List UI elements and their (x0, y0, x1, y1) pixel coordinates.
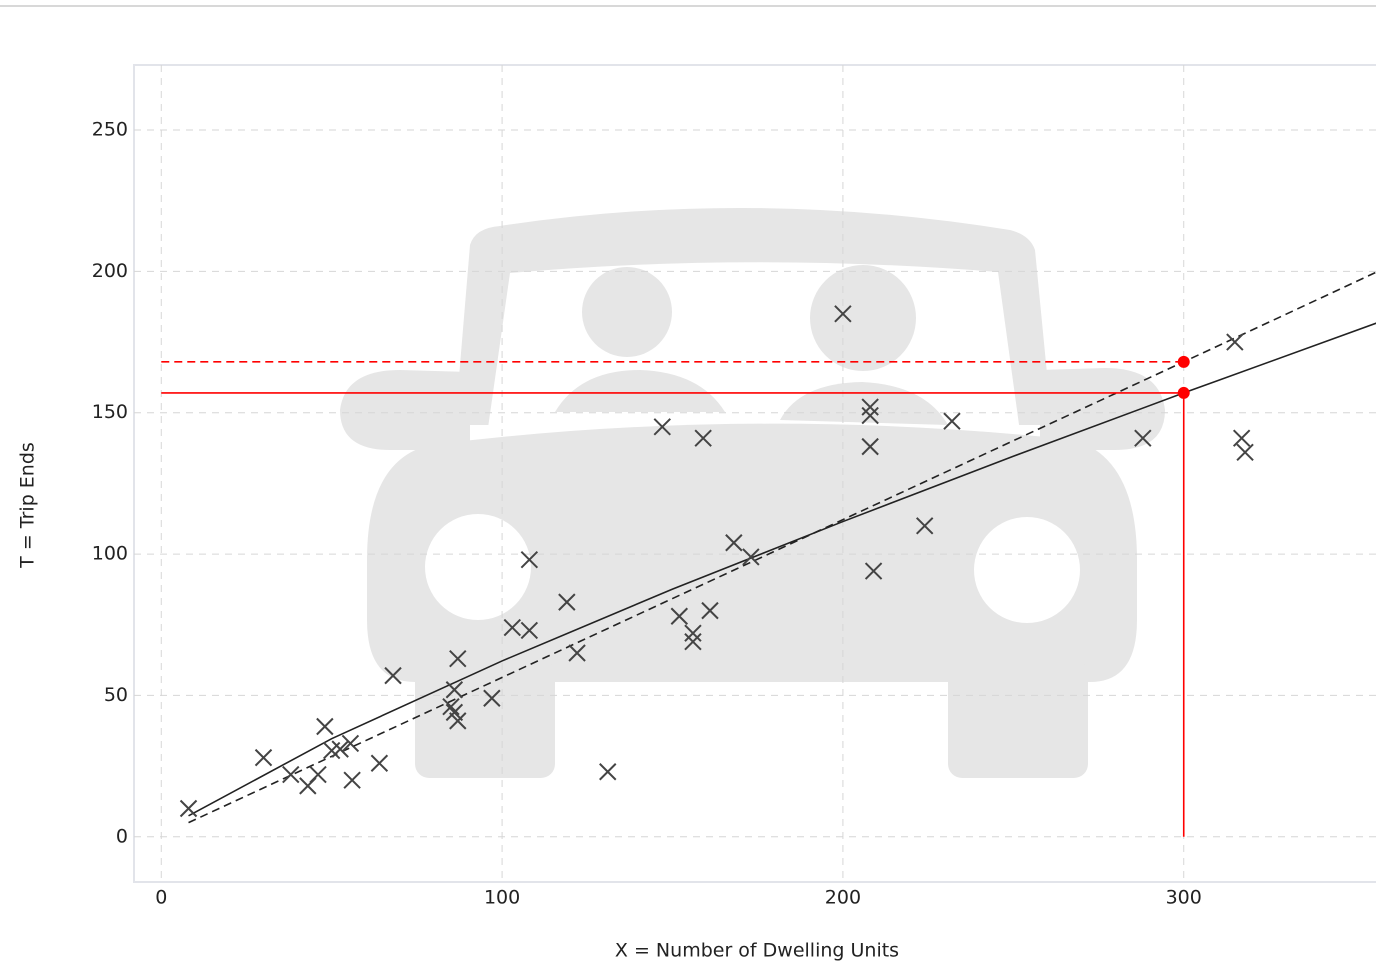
x-tick-label: 200 (825, 887, 861, 909)
x-axis-title: X = Number of Dwelling Units (615, 940, 899, 962)
y-tick-label: 0 (116, 825, 128, 847)
x-tick-label: 0 (155, 887, 167, 909)
x-tick-label: 300 (1166, 887, 1202, 909)
y-tick-label: 250 (92, 119, 128, 141)
x-tick-label: 100 (484, 887, 520, 909)
chart: X = Number of Dwelling Units T = Trip En… (0, 0, 1376, 964)
y-tick-label: 50 (104, 684, 128, 706)
highlight-point (1178, 387, 1190, 399)
y-tick-label: 200 (92, 260, 128, 282)
page: X = Number of Dwelling Units T = Trip En… (0, 0, 1376, 964)
y-axis-title: T = Trip Ends (17, 442, 39, 569)
highlight-point (1178, 356, 1190, 368)
y-tick-label: 100 (92, 543, 128, 565)
y-tick-label: 150 (92, 401, 128, 423)
